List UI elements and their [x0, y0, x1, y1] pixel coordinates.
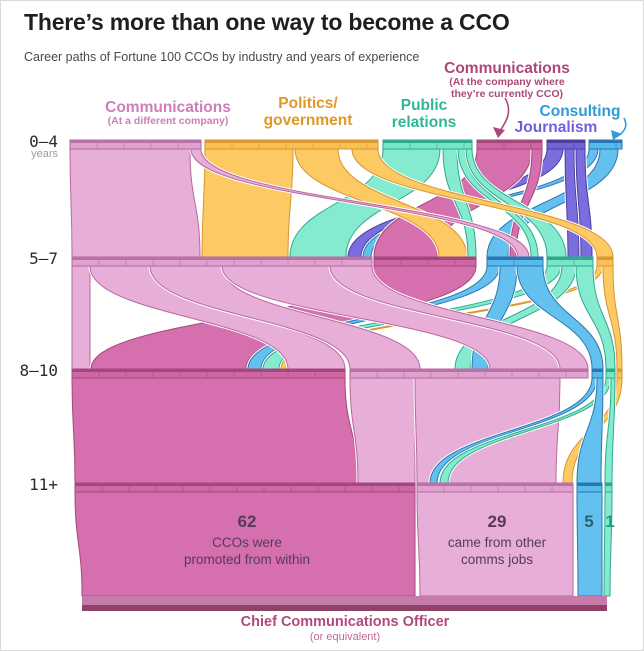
outcome-value: 29	[487, 512, 507, 531]
category-label-consulting: Consulting	[539, 103, 621, 120]
node-cap	[605, 483, 612, 486]
flow-orange	[201, 148, 294, 258]
year-band-label: 0–4	[29, 132, 58, 151]
node-cap	[592, 369, 603, 372]
node-cap	[350, 369, 588, 372]
flow-pink	[71, 265, 91, 370]
outcome-caption: CCOs were	[212, 535, 282, 550]
outcome-caption: promoted from within	[183, 552, 311, 567]
category-label-politics: Politics/government	[263, 95, 353, 129]
consulting-arrow-head	[611, 130, 622, 140]
year-band-sublabel: years	[31, 148, 58, 160]
flow-magenta	[71, 377, 359, 484]
node-cap	[374, 257, 476, 260]
node-cap	[577, 483, 602, 486]
node-cap	[606, 369, 615, 372]
node-cap	[597, 257, 613, 260]
comms-current-arrow-head	[493, 127, 505, 138]
node-cap	[487, 257, 543, 260]
node-cap	[70, 140, 201, 143]
outcome-caption: came from other	[447, 535, 547, 550]
flow-teal	[603, 491, 613, 597]
cco-bar-cap	[82, 605, 607, 611]
destination-label: Chief Communications Officer	[240, 614, 450, 630]
year-band-label: 11+	[29, 475, 58, 494]
chart-subtitle: Career paths of Fortune 100 CCOs by indu…	[24, 50, 420, 64]
outcome-value: 5	[584, 512, 594, 531]
node-cap	[547, 140, 585, 143]
category-label-comms-different: Communications (At a different company)	[105, 99, 231, 127]
node-cap	[72, 257, 372, 260]
year-band-label: 8–10	[19, 361, 58, 380]
year-band-label: 5–7	[29, 249, 58, 268]
flow-pink	[349, 377, 416, 484]
comms-current-arrow	[499, 97, 510, 132]
outcome-value: 62	[237, 512, 257, 531]
category-label-comms-current: Communications (At the company where they’…	[444, 60, 570, 100]
flow-pink	[69, 148, 201, 258]
node-cap	[477, 140, 542, 143]
node-cap	[617, 369, 622, 372]
chart-title: There’s more than one way to become a CC…	[24, 9, 510, 35]
category-label-journalism: Journalism	[514, 119, 598, 136]
node-cap	[417, 483, 573, 486]
node-cap	[72, 369, 345, 372]
node-cap	[547, 257, 593, 260]
category-label-public-relations: Public relations	[391, 97, 457, 131]
outcome-caption: comms jobs	[460, 552, 534, 567]
node-cap	[205, 140, 378, 143]
outcome-value: 1	[605, 512, 615, 531]
node-cap	[383, 140, 472, 143]
flow-blue	[576, 491, 603, 597]
destination-sublabel: (or equivalent)	[309, 631, 381, 643]
node-cap	[589, 140, 622, 143]
node-cap	[75, 483, 415, 486]
